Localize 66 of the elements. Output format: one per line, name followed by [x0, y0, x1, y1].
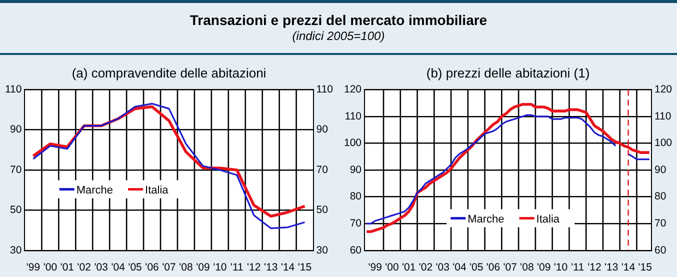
- chart-title: (b) prezzi delle abitazioni (1): [426, 65, 590, 80]
- x-tick-label: '04: [452, 262, 466, 274]
- x-tick-label: '03: [436, 262, 450, 274]
- x-tick-label: '03: [94, 262, 108, 274]
- x-tick-label: '13: [264, 262, 278, 274]
- y2-tick-label: 80: [654, 190, 666, 203]
- x-tick-label: '15: [298, 262, 312, 274]
- x-tick-label: '11: [230, 262, 244, 274]
- y-tick-label: 70: [350, 217, 362, 230]
- x-tick-label: '00: [385, 262, 399, 274]
- x-tick-label: '12: [247, 262, 261, 274]
- y2-tick-label: 60: [654, 244, 666, 256]
- x-tick-label: '99: [26, 262, 40, 274]
- x-tick-label: '99: [368, 262, 382, 274]
- x-tick-label: '12: [588, 262, 602, 274]
- legend-label: Marche: [76, 184, 114, 196]
- y-tick-label: 90: [10, 124, 22, 136]
- x-tick-label: '06: [486, 262, 500, 274]
- x-tick-label: '07: [162, 262, 176, 274]
- x-tick-label: '07: [503, 262, 518, 274]
- x-tick-label: '09: [537, 262, 551, 274]
- y2-tick-label: 70: [654, 217, 666, 230]
- x-tick-label: '02: [77, 262, 92, 274]
- y2-tick-label: 50: [316, 204, 328, 216]
- y-tick-label: 60: [350, 244, 362, 256]
- x-tick-label: '02: [418, 262, 433, 274]
- y-tick-label: 110: [344, 110, 362, 122]
- y2-tick-label: 70: [316, 164, 328, 176]
- x-tick-label: '05: [470, 262, 484, 274]
- x-tick-label: '14: [280, 262, 295, 274]
- x-tick-label: '00: [43, 262, 58, 274]
- y-tick-label: 110: [4, 83, 22, 96]
- legend-label: Italia: [145, 184, 170, 196]
- y-tick-label: 80: [350, 190, 362, 203]
- y2-tick-label: 120: [654, 83, 672, 96]
- legend-label: Marche: [468, 213, 504, 226]
- x-tick-label: '08: [520, 262, 534, 274]
- x-tick-label: '15: [638, 262, 652, 274]
- y-tick-label: 30: [10, 244, 22, 256]
- legend-label: Italia: [536, 213, 560, 226]
- y2-tick-label: 90: [316, 124, 328, 136]
- y-tick-label: 70: [10, 164, 22, 176]
- x-tick-label: '01: [60, 262, 74, 274]
- x-tick-label: '01: [402, 262, 416, 274]
- text: (indici 2005=100): [291, 29, 386, 43]
- x-tick-label: '14: [621, 262, 636, 274]
- x-tick-label: '09: [196, 262, 210, 274]
- y-tick-label: 100: [344, 137, 362, 150]
- y-tick-label: 50: [10, 204, 22, 216]
- y2-tick-label: 110: [316, 83, 334, 96]
- x-tick-label: '04: [111, 262, 126, 274]
- y2-tick-label: 100: [654, 137, 672, 150]
- x-tick-label: '05: [128, 262, 142, 274]
- x-tick-label: '10: [213, 262, 227, 274]
- y-tick-label: 120: [344, 83, 362, 96]
- text: Transazioni e prezzi del mercato immobiliare: [188, 12, 488, 28]
- x-tick-label: '08: [179, 262, 193, 274]
- chart-title: (a) compravendite delle abitazioni: [72, 65, 266, 80]
- x-tick-label: '13: [604, 262, 618, 274]
- y2-tick-label: 90: [654, 164, 666, 176]
- y-tick-label: 90: [350, 164, 362, 176]
- x-tick-label: '06: [145, 262, 160, 274]
- y2-tick-label: 110: [654, 110, 672, 122]
- x-tick-label: '11: [571, 262, 584, 274]
- x-tick-label: '10: [554, 262, 568, 274]
- y2-tick-label: 30: [316, 244, 328, 256]
